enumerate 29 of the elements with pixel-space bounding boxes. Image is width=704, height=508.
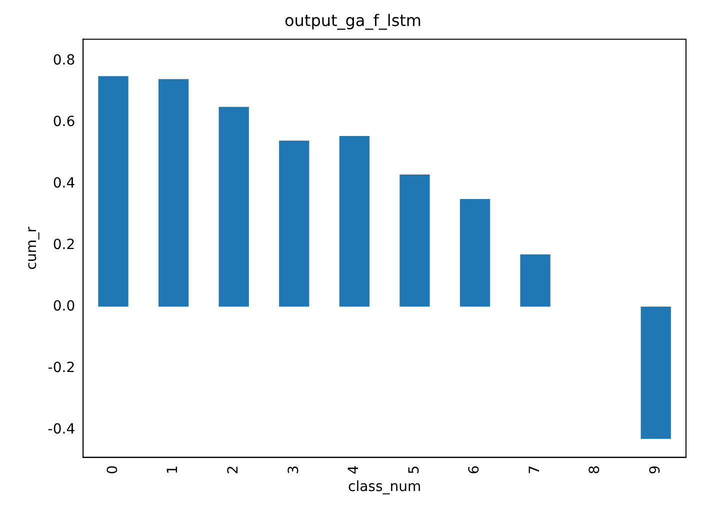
x-tick-label: 4: [346, 465, 362, 474]
y-tick-label: 0.2: [52, 236, 76, 253]
bar: [218, 106, 249, 307]
x-tick-label: 8: [587, 465, 604, 474]
x-axis-title: class_num: [348, 479, 422, 496]
bar: [640, 306, 671, 439]
y-axis-title: cum_r: [24, 226, 40, 270]
bar: [279, 140, 310, 307]
x-tick-label: 6: [466, 465, 483, 474]
x-tick-label: 7: [526, 465, 543, 474]
bar: [98, 76, 128, 307]
bar: [339, 136, 370, 307]
x-tick-label: 3: [286, 465, 302, 474]
x-tick-label: 1: [165, 465, 182, 474]
y-tick-label: -0.2: [48, 360, 76, 376]
x-tick-label: 9: [647, 465, 664, 474]
bar: [460, 199, 490, 307]
bar: [400, 174, 430, 307]
x-tick-label: 5: [406, 465, 422, 474]
bar: [520, 254, 550, 307]
y-tick-label: -0.4: [48, 421, 76, 438]
bar: [158, 79, 189, 307]
x-tick-label: 2: [225, 465, 242, 474]
y-tick-label: 0.6: [52, 114, 76, 130]
chart-title: output_ga_f_lstm: [284, 10, 422, 30]
x-tick-label: 0: [104, 465, 121, 474]
y-tick-label: 0.8: [52, 52, 76, 68]
y-tick-label: 0.4: [52, 175, 76, 192]
y-tick-label: 0.0: [52, 298, 76, 314]
